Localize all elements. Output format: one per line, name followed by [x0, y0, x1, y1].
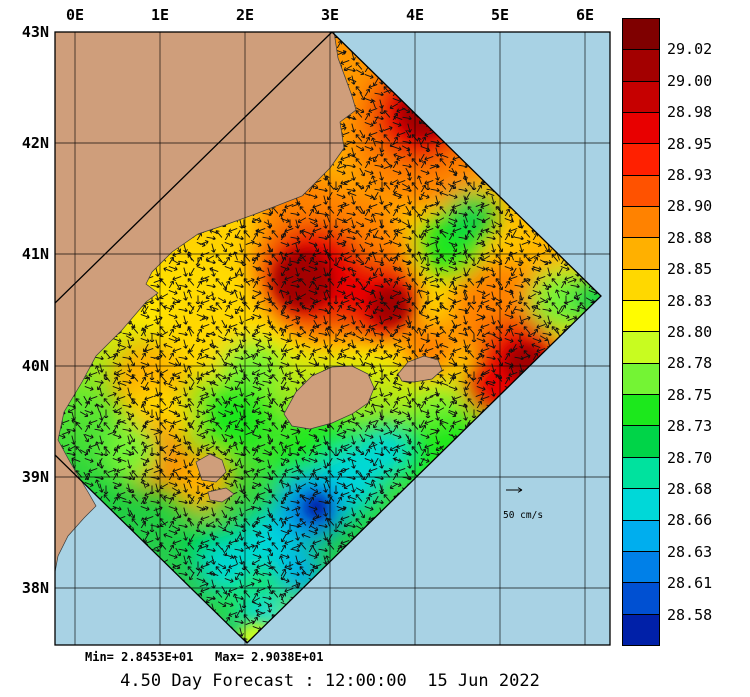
colorbar-cell — [623, 489, 659, 521]
forecast-caption: 4.50 Day Forecast : 12:00:00 15 Jun 2022 — [120, 671, 540, 691]
colorbar-cell — [623, 269, 659, 302]
lon-label: 2E — [236, 6, 254, 24]
model-domain-outline — [55, 32, 602, 644]
colorbar-cell — [623, 520, 659, 552]
colorbar-cell — [623, 144, 659, 176]
colorbar-cell — [623, 113, 659, 145]
island-menorca — [397, 355, 443, 383]
colorbar-cell — [623, 301, 659, 333]
lat-label: 41N — [22, 245, 49, 263]
lon-label: 3E — [321, 6, 339, 24]
vector-scale-label: 50 cm/s — [503, 510, 543, 521]
lon-axis: 0E 1E 2E 3E 4E 5E 6E — [66, 6, 594, 24]
island-ibiza — [195, 453, 227, 483]
colorbar-cell — [623, 426, 659, 458]
lon-label: 0E — [66, 6, 84, 24]
colorbar-cell — [623, 583, 659, 615]
colorbar-cell — [623, 19, 659, 51]
vector-scale-legend: 50 cm/s — [503, 487, 543, 521]
lat-label: 42N — [22, 134, 49, 152]
lat-label: 43N — [22, 23, 49, 41]
colorbar — [622, 18, 660, 646]
lat-label: 38N — [22, 579, 49, 597]
colorbar-cell — [623, 81, 659, 114]
colorbar-cell — [623, 363, 659, 396]
colorbar-cell — [623, 614, 659, 645]
island-mallorca — [283, 365, 375, 430]
colorbar-cell — [623, 207, 659, 239]
colorbar-cell — [623, 50, 659, 82]
lat-axis: 43N 42N 41N 40N 39N 38N — [22, 23, 49, 597]
land — [55, 32, 443, 573]
plot-frame — [54, 31, 611, 646]
lon-label: 1E — [151, 6, 169, 24]
colorbar-cell — [623, 332, 659, 364]
lon-label: 4E — [406, 6, 424, 24]
island-formentera — [207, 487, 235, 503]
land-iberia — [55, 32, 357, 573]
colorbar-cell — [623, 175, 659, 208]
colorbar-cell — [623, 551, 659, 584]
lon-label: 5E — [491, 6, 509, 24]
graticule — [55, 32, 610, 645]
lat-label: 40N — [22, 357, 49, 375]
scale-arrow-icon — [506, 487, 523, 493]
colorbar-cell — [623, 395, 659, 427]
lat-label: 39N — [22, 468, 49, 486]
colorbar-cell — [623, 457, 659, 490]
lon-label: 6E — [576, 6, 594, 24]
colorbar-cell — [623, 238, 659, 270]
minmax-stats: Min= 2.8453E+01 Max= 2.9038E+01 — [85, 650, 324, 664]
